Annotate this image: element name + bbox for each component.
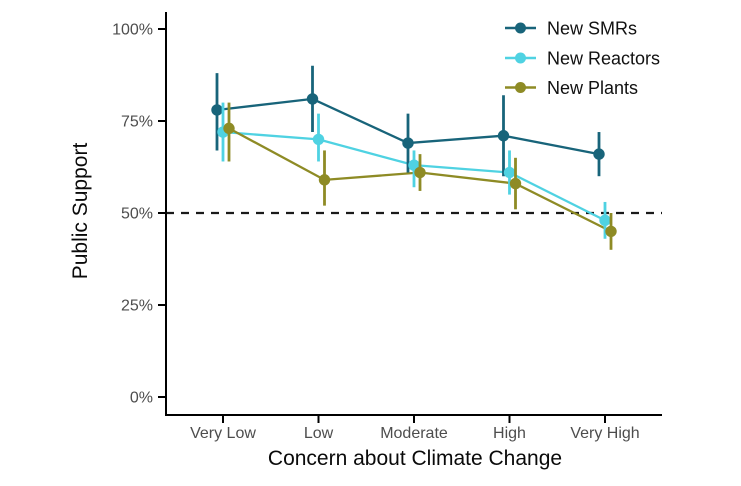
- data-point: [318, 174, 331, 186]
- x-tick-label: Moderate: [380, 425, 448, 442]
- x-tick-label: Very High: [570, 425, 639, 442]
- data-point: [402, 137, 414, 149]
- data-point: [312, 133, 325, 146]
- x-tick-label: Low: [304, 425, 334, 442]
- y-tick-label: 25%: [121, 298, 153, 315]
- data-point: [211, 104, 223, 116]
- data-point: [414, 166, 426, 179]
- axes-layer: 0% 25% 50% 75% 100% Very Low Low Moderate High Ve…: [112, 12, 662, 442]
- data-point: [306, 93, 319, 105]
- y-tick-label: 100%: [112, 22, 153, 39]
- legend: New SMRs New Reactors New Plants: [505, 18, 660, 98]
- data-point: [509, 177, 522, 190]
- y-tick-label: 75%: [121, 114, 153, 131]
- y-tick-label: 0%: [130, 390, 153, 407]
- data-point: [503, 166, 516, 179]
- data-point: [497, 130, 510, 142]
- y-tick-label: 50%: [121, 206, 153, 223]
- data-point: [605, 225, 617, 238]
- data-point: [593, 148, 605, 160]
- series-layer: [211, 65, 617, 250]
- data-point: [599, 214, 611, 227]
- y-axis-title: Public Support: [69, 143, 92, 280]
- legend-key-point: [515, 22, 526, 34]
- legend-label: New SMRs: [547, 18, 637, 38]
- data-point: [223, 122, 235, 135]
- x-tick-label: High: [493, 425, 526, 442]
- x-tick-label: Very Low: [190, 425, 256, 442]
- legend-label: New Reactors: [547, 48, 660, 68]
- legend-key-point: [515, 52, 526, 64]
- x-axis-title: Concern about Climate Change: [268, 447, 562, 470]
- legend-key-point: [515, 82, 526, 93]
- legend-label: New Plants: [547, 78, 638, 98]
